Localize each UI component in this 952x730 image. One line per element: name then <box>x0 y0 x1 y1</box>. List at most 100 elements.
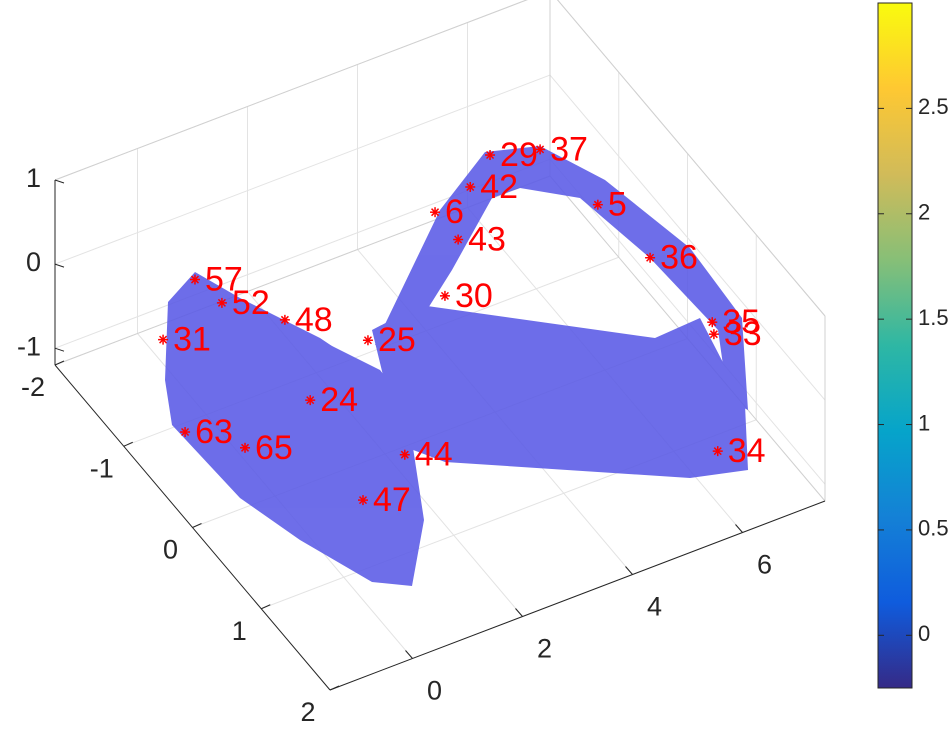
x-tick-label: 4 <box>647 592 662 622</box>
y-tick-label: 1 <box>232 616 247 646</box>
marker-stroke <box>306 396 315 405</box>
marker-stroke <box>713 447 722 456</box>
z-tick-label: 0 <box>26 247 41 277</box>
y-tick <box>123 441 133 447</box>
y-tick-label: 2 <box>300 697 315 727</box>
point-label: 65 <box>255 429 293 467</box>
marker <box>465 181 476 192</box>
point-label: 29 <box>500 136 538 174</box>
z-tick <box>54 347 65 352</box>
point-label: 63 <box>195 413 233 451</box>
y-tick <box>261 604 271 610</box>
x-tick <box>625 566 633 575</box>
point-label: 33 <box>724 315 762 353</box>
marker-stroke <box>708 318 717 327</box>
marker <box>592 199 603 210</box>
marker-stroke <box>646 253 655 262</box>
grid-line <box>549 74 826 401</box>
surface <box>165 146 748 586</box>
y-tick-label: -2 <box>21 372 45 402</box>
marker-stroke <box>240 443 250 452</box>
marker <box>708 329 719 340</box>
grid-line <box>54 74 551 265</box>
marker-stroke <box>181 427 190 437</box>
point-label: 35 <box>722 303 760 341</box>
marker <box>358 495 368 506</box>
marker <box>216 297 227 308</box>
x-tick-label: 2 <box>537 634 552 664</box>
colorbar-tick-label: 2.5 <box>918 94 949 119</box>
marker <box>645 252 656 263</box>
point-label: 44 <box>415 436 453 474</box>
point-label: 48 <box>295 301 333 339</box>
surface-arch <box>375 146 748 410</box>
point-label: 25 <box>378 321 416 359</box>
marker-stroke <box>466 182 475 192</box>
point-label: 24 <box>320 381 358 419</box>
point-label: 43 <box>468 221 506 259</box>
y-tick <box>54 360 65 366</box>
marker-stroke <box>217 298 226 307</box>
grid-line <box>54 0 528 181</box>
z-tick <box>54 263 65 268</box>
marker <box>535 144 546 155</box>
box-edge <box>556 0 826 317</box>
colorbar-scale <box>877 2 913 689</box>
marker-stroke <box>440 291 449 300</box>
colorbar-tick-label: 2 <box>918 200 930 225</box>
marker-stroke <box>280 315 289 324</box>
marker <box>362 335 373 346</box>
y-tick-label: -1 <box>90 453 114 483</box>
marker <box>189 274 200 285</box>
z-tick <box>54 179 65 184</box>
marker-stroke <box>159 335 168 344</box>
point-label: 31 <box>173 321 211 359</box>
surface-inner <box>240 330 420 470</box>
marker-stroke <box>454 235 463 244</box>
point-label: 34 <box>728 432 766 470</box>
y-tick-label: 0 <box>163 535 178 565</box>
marker <box>712 446 723 457</box>
marker <box>707 317 718 328</box>
marker-stroke <box>400 450 409 459</box>
y-tick <box>192 523 202 528</box>
marker-stroke <box>593 200 602 209</box>
point-label: 30 <box>455 277 493 315</box>
marker <box>180 427 191 438</box>
z-tick-label: -1 <box>17 331 41 361</box>
colorbar-tick-label: 0.5 <box>918 516 949 541</box>
marker <box>430 207 441 218</box>
x-tick <box>515 608 523 617</box>
marker-stroke <box>358 496 368 505</box>
marker-stroke <box>536 145 545 154</box>
x-tick-label: 6 <box>757 550 772 580</box>
marker <box>439 290 450 301</box>
marker <box>485 150 496 161</box>
x-tick-label: 0 <box>427 676 442 706</box>
marker-stroke <box>709 330 718 339</box>
y-tick <box>329 685 340 691</box>
point-label: 52 <box>232 284 270 322</box>
marker <box>453 234 464 245</box>
box-edge <box>54 0 528 181</box>
colorbar-tick-label: 1 <box>918 410 930 435</box>
colorbar: 0 0.5 1 1.5 2 2.5 <box>877 2 949 689</box>
marker <box>240 442 251 453</box>
marker <box>305 395 316 406</box>
marker <box>279 314 290 325</box>
point-label: 42 <box>480 168 518 206</box>
marker <box>158 334 169 345</box>
marker-stroke <box>190 275 200 284</box>
surface-band <box>372 305 748 478</box>
x-tick <box>405 650 413 659</box>
point-label: 6 <box>445 193 464 231</box>
point-label: 37 <box>550 130 588 168</box>
marker-stroke <box>486 150 495 160</box>
point-label: 5 <box>608 186 627 224</box>
marker-stroke <box>431 208 440 217</box>
grid-line <box>549 158 826 485</box>
point-label: 47 <box>373 481 411 519</box>
